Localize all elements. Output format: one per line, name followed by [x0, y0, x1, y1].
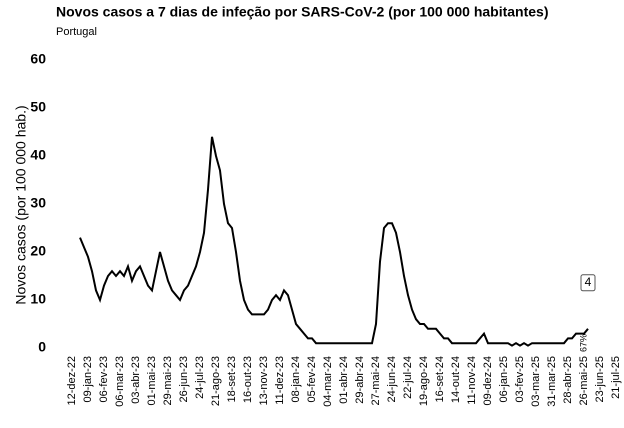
x-tick-label: 21-ago-23	[210, 356, 222, 406]
annotation: 67%	[578, 334, 588, 352]
y-tick-label: 20	[30, 243, 46, 259]
y-tick-label: 50	[30, 99, 46, 115]
x-tick-label: 03-fev-25	[514, 356, 526, 402]
x-tick-label: 08-jan-24	[290, 356, 302, 402]
y-tick-label: 30	[30, 195, 46, 211]
x-tick-label: 06-mar-23	[114, 356, 126, 407]
x-tick-label: 16-set-24	[434, 356, 446, 402]
value-label-box	[580, 274, 596, 292]
x-tick-label: 09-dez-24	[482, 356, 494, 406]
x-tick-label: 11-nov-24	[466, 356, 478, 405]
line	[79, 136, 589, 347]
x-tick-label: 01-abr-24	[338, 356, 350, 404]
x-tick-label: 11-dez-23	[274, 356, 286, 405]
x-tick-label: 26-jun-23	[178, 356, 190, 402]
x-tick-label: 27-mai-24	[370, 356, 382, 406]
chart-subtitle: Portugal	[56, 26, 97, 38]
x-tick-label: 24-jul-23	[194, 356, 206, 399]
x-tick-label: 29-abr-24	[354, 356, 366, 404]
x-tick-label: 19-ago-24	[418, 356, 430, 406]
value-label: 4	[585, 275, 592, 289]
x-tick-label: 04-mar-24	[322, 356, 334, 407]
x-tick-label: 14-out-24	[450, 356, 462, 403]
chart-title: Novos casos a 7 dias de infeção por SARS…	[56, 4, 549, 20]
x-tick-label: 22-jul-24	[402, 356, 414, 399]
x-tick-label: 03-abr-23	[130, 356, 142, 404]
y-tick-label: 0	[38, 339, 46, 355]
x-tick-label: 24-jun-24	[386, 356, 398, 402]
x-tick-label: 06-fev-23	[98, 356, 110, 402]
x-tick-label: 05-fev-24	[306, 356, 318, 402]
x-tick-label: 18-set-23	[226, 356, 238, 402]
y-tick-label: 10	[30, 291, 46, 307]
x-tick-label: 31-mar-25	[546, 356, 558, 407]
x-tick-label: 23-jun-25	[594, 356, 606, 402]
x-tick-label: 26-mai-25	[578, 356, 590, 406]
y-tick-label: 40	[30, 147, 46, 163]
x-tick-label: 03-mar-25	[530, 356, 542, 407]
x-tick-label: 06-jan-25	[498, 356, 510, 402]
x-tick-label: 21-jul-25	[610, 356, 622, 399]
x-tick-label: 28-abr-25	[562, 356, 574, 404]
x-tick-label: 29-mai-23	[162, 356, 174, 406]
x-tick-label: 09-jan-23	[82, 356, 94, 402]
x-tick-label: 13-nov-23	[258, 356, 270, 406]
y-tick-label: 60	[30, 51, 46, 67]
x-tick-label: 12-dez-22	[66, 356, 78, 406]
x-tick-label: 16-out-23	[242, 356, 254, 403]
x-tick-label: 01-mai-23	[146, 356, 158, 406]
y-axis-label: Novos casos (por 100 000 hab.)	[13, 105, 29, 304]
